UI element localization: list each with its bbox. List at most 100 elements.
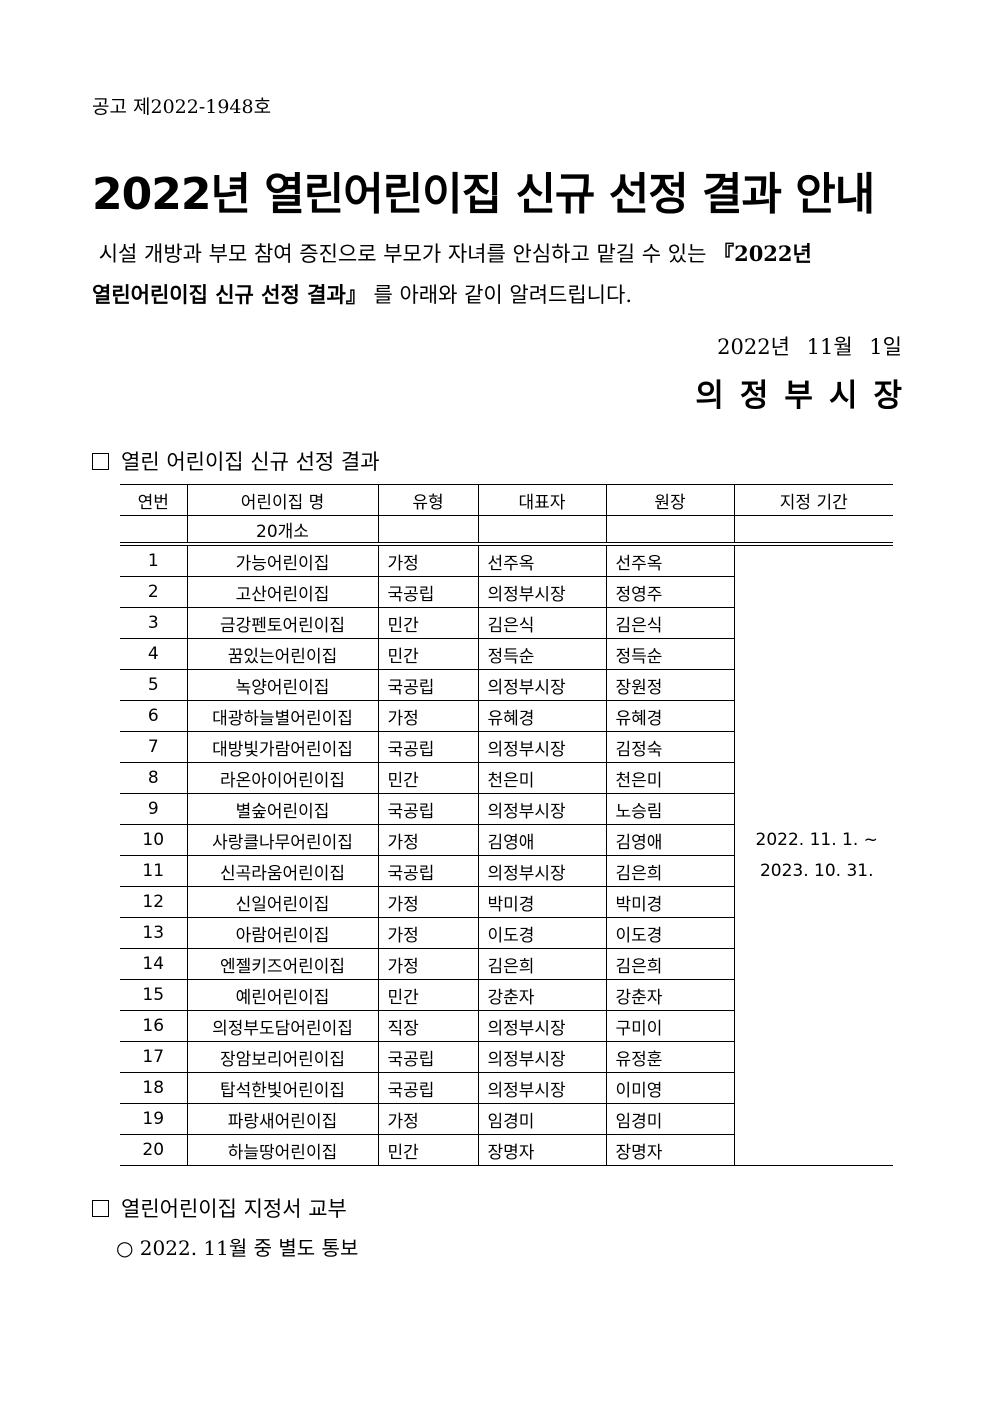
row-number: 4 bbox=[120, 638, 187, 670]
table-row: 16 의정부도담어린이집 직장 의정부시장 구미이 bbox=[120, 1010, 893, 1042]
daycare-type: 가정 bbox=[377, 917, 478, 949]
representative: 이도경 bbox=[477, 917, 606, 949]
intro-bold: 『2022년 bbox=[713, 241, 812, 266]
representative: 의정부시장 bbox=[477, 793, 606, 825]
representative: 박미경 bbox=[477, 886, 606, 918]
period-start: 2022. 11. 1. ~ bbox=[755, 829, 878, 850]
subtotal: 20개소 bbox=[186, 515, 378, 546]
daycare-name: 예린어린이집 bbox=[186, 979, 378, 1011]
daycare-name: 장암보리어린이집 bbox=[186, 1041, 378, 1073]
intro-text: 시설 개방과 부모 참여 증진으로 부모가 자녀를 안심하고 맡길 수 있는 bbox=[98, 242, 714, 266]
row-number: 5 bbox=[120, 669, 187, 701]
table-row: 2 고산어린이집 국공립 의정부시장 정영주 bbox=[120, 576, 893, 608]
table-row: 1 가능어린이집 가정 선주옥 선주옥 2022. 11. 1. ~2023. 10. 3… bbox=[120, 544, 893, 1166]
representative: 김은희 bbox=[477, 948, 606, 980]
table-row: 19 파랑새어린이집 가정 임경미 임경미 bbox=[120, 1103, 893, 1135]
row-number: 14 bbox=[120, 948, 187, 980]
daycare-name: 고산어린이집 bbox=[186, 576, 378, 608]
table-row: 9 별숲어린이집 국공립 의정부시장 노승림 bbox=[120, 793, 893, 825]
table-row: 8 라온아이어린이집 민간 천은미 천은미 bbox=[120, 762, 893, 794]
row-number: 12 bbox=[120, 886, 187, 918]
daycare-type: 가정 bbox=[377, 948, 478, 980]
column-header: 연번 bbox=[120, 484, 187, 516]
director: 노승림 bbox=[605, 793, 734, 825]
column-header: 원장 bbox=[605, 484, 734, 516]
daycare-name: 신곡라움어린이집 bbox=[186, 855, 378, 887]
representative: 유혜경 bbox=[477, 700, 606, 732]
row-number: 16 bbox=[120, 1010, 187, 1042]
daycare-type: 국공립 bbox=[377, 1041, 478, 1073]
row-number: 1 bbox=[120, 544, 187, 577]
daycare-type: 국공립 bbox=[377, 576, 478, 608]
intro-bold: 열린어린이집 신규 선정 결과』 bbox=[92, 282, 367, 307]
row-number: 11 bbox=[120, 855, 187, 887]
daycare-name: 녹양어린이집 bbox=[186, 669, 378, 701]
representative: 의정부시장 bbox=[477, 1072, 606, 1104]
director: 김은희 bbox=[605, 855, 734, 887]
row-number: 15 bbox=[120, 979, 187, 1011]
daycare-name: 금강펜토어린이집 bbox=[186, 607, 378, 639]
representative: 김영애 bbox=[477, 824, 606, 856]
column-header: 지정 기간 bbox=[733, 484, 893, 516]
daycare-type: 가정 bbox=[377, 544, 478, 577]
notice-number: 공고 제2022-1948호 bbox=[92, 96, 272, 118]
daycare-name: 엔젤키즈어린이집 bbox=[186, 948, 378, 980]
director: 천은미 bbox=[605, 762, 734, 794]
director: 선주옥 bbox=[605, 544, 734, 577]
section-title: 열린어린이집 지정서 교부 bbox=[121, 1197, 347, 1221]
notice-date: 2022년 11월 1일 bbox=[717, 335, 902, 359]
table-row: 17 장암보리어린이집 국공립 의정부시장 유정훈 bbox=[120, 1041, 893, 1073]
section-heading: 열린 어린이집 신규 선정 결과 bbox=[92, 446, 380, 476]
director: 김은희 bbox=[605, 948, 734, 980]
row-number: 6 bbox=[120, 700, 187, 732]
table-row: 6 대광하늘별어린이집 가정 유혜경 유혜경 bbox=[120, 700, 893, 732]
table-row: 11 신곡라움어린이집 국공립 의정부시장 김은희 bbox=[120, 855, 893, 887]
daycare-name: 가능어린이집 bbox=[186, 544, 378, 577]
daycare-type: 직장 bbox=[377, 1010, 478, 1042]
daycare-name: 신일어린이집 bbox=[186, 886, 378, 918]
representative: 의정부시장 bbox=[477, 669, 606, 701]
representative: 정득순 bbox=[477, 638, 606, 670]
intro-line-1: 시설 개방과 부모 참여 증진으로 부모가 자녀를 안심하고 맡길 수 있는 『… bbox=[92, 238, 902, 268]
daycare-type: 가정 bbox=[377, 824, 478, 856]
daycare-type: 민간 bbox=[377, 979, 478, 1011]
director: 이도경 bbox=[605, 917, 734, 949]
director: 유정훈 bbox=[605, 1041, 734, 1073]
daycare-type: 민간 bbox=[377, 1134, 478, 1166]
daycare-name: 의정부도담어린이집 bbox=[186, 1010, 378, 1042]
director: 김영애 bbox=[605, 824, 734, 856]
row-number: 20 bbox=[120, 1134, 187, 1166]
daycare-type: 국공립 bbox=[377, 731, 478, 763]
page-title: 2022년 열린어린이집 신규 선정 결과 안내 bbox=[92, 169, 875, 220]
checkbox-square-icon bbox=[92, 453, 109, 470]
subtotal-row: 20개소 bbox=[120, 515, 893, 546]
row-number: 17 bbox=[120, 1041, 187, 1073]
row-number: 2 bbox=[120, 576, 187, 608]
director: 박미경 bbox=[605, 886, 734, 918]
director: 정득순 bbox=[605, 638, 734, 670]
table-row: 18 탑석한빛어린이집 국공립 의정부시장 이미영 bbox=[120, 1072, 893, 1104]
period-end: 2023. 10. 31. bbox=[759, 860, 874, 881]
daycare-name: 탑석한빛어린이집 bbox=[186, 1072, 378, 1104]
director: 김정숙 bbox=[605, 731, 734, 763]
column-header: 대표자 bbox=[477, 484, 606, 516]
representative: 선주옥 bbox=[477, 544, 606, 577]
section-title: 열린 어린이집 신규 선정 결과 bbox=[121, 450, 380, 474]
row-number: 3 bbox=[120, 607, 187, 639]
representative: 천은미 bbox=[477, 762, 606, 794]
checkbox-square-icon bbox=[92, 1200, 109, 1217]
director: 유혜경 bbox=[605, 700, 734, 732]
representative: 임경미 bbox=[477, 1103, 606, 1135]
table-row: 15 예린어린이집 민간 강춘자 강춘자 bbox=[120, 979, 893, 1011]
signer: 의정부시장 bbox=[695, 378, 918, 414]
row-number: 8 bbox=[120, 762, 187, 794]
daycare-name: 하늘땅어린이집 bbox=[186, 1134, 378, 1166]
daycare-type: 민간 bbox=[377, 762, 478, 794]
table-row: 13 아람어린이집 가정 이도경 이도경 bbox=[120, 917, 893, 949]
row-number: 10 bbox=[120, 824, 187, 856]
selection-table: 연번 어린이집 명 유형 대표자 원장 지정 기간 20개소 1 가능어린이집 가정… bbox=[120, 484, 893, 1166]
representative: 장명자 bbox=[477, 1134, 606, 1166]
daycare-name: 별숲어린이집 bbox=[186, 793, 378, 825]
daycare-name: 라온아이어린이집 bbox=[186, 762, 378, 794]
table-row: 20 하늘땅어린이집 민간 장명자 장명자 bbox=[120, 1134, 893, 1166]
